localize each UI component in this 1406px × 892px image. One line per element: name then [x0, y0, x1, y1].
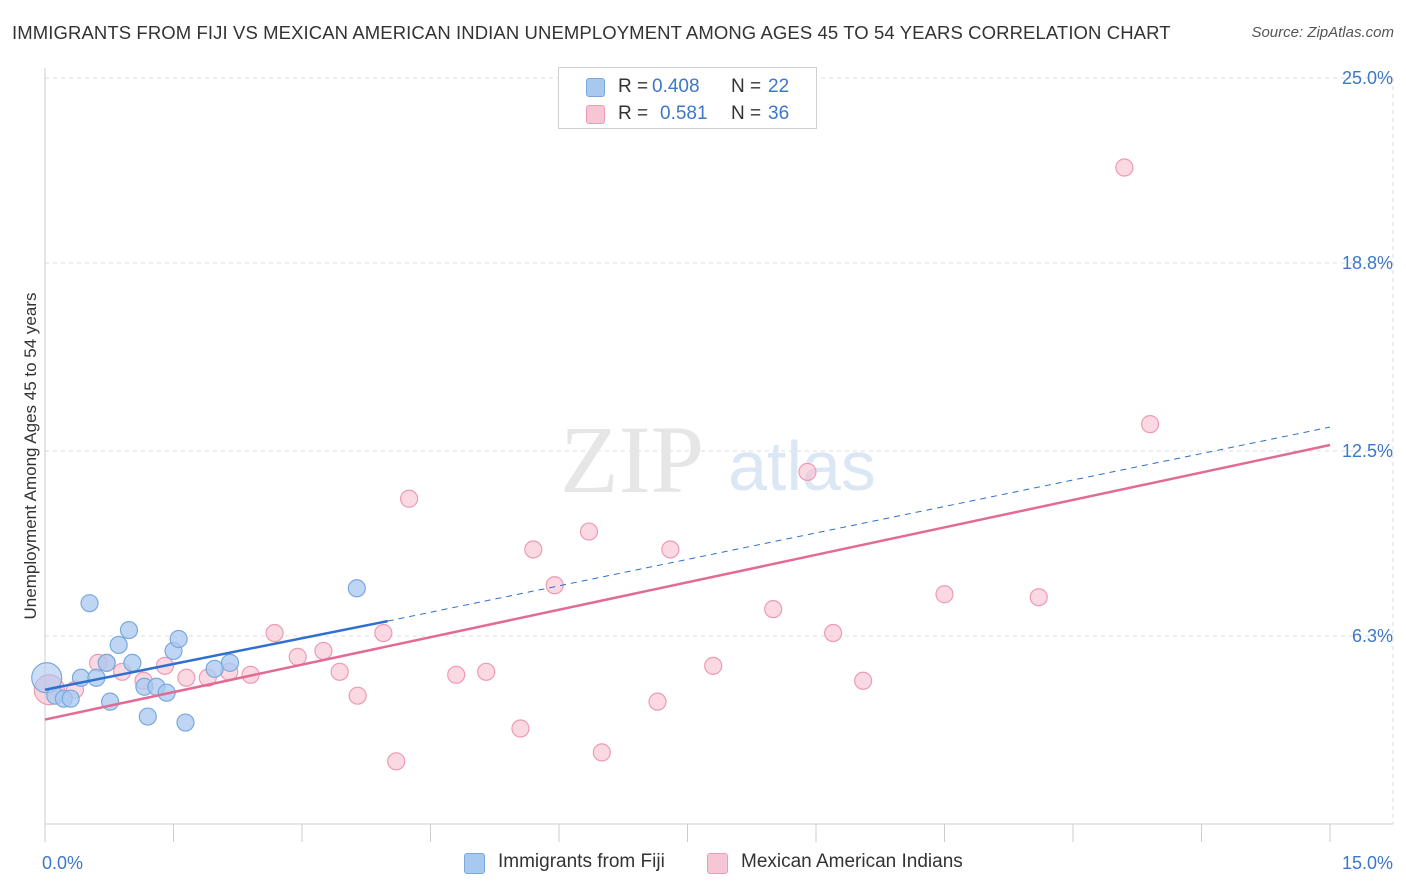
legend-n-value: 22 — [768, 76, 790, 97]
y-axis-title: Unemployment Among Ages 45 to 54 years — [21, 293, 40, 620]
point-fiji — [169, 629, 188, 649]
point-fiji — [138, 707, 157, 726]
legend-label-mexican-american-indians: Mexican American Indians — [741, 851, 963, 872]
point-mexican-american-indians — [764, 600, 783, 619]
point-fiji — [119, 620, 139, 640]
legend-label-fiji: Immigrants from Fiji — [498, 851, 665, 872]
point-mexican-american-indians — [265, 623, 284, 643]
point-fiji — [220, 653, 240, 672]
legend-r-label: R = — [618, 76, 649, 97]
watermark: ZIP atlas — [560, 406, 876, 513]
point-mexican-american-indians — [288, 647, 307, 666]
x-tick-label-max: 15.0% — [1342, 853, 1393, 873]
point-fiji — [97, 653, 116, 672]
point-fiji — [80, 594, 99, 613]
point-mexican-american-indians — [177, 668, 196, 687]
trendline-fiji — [44, 619, 388, 691]
point-mexican-american-indians — [798, 462, 817, 481]
point-mexican-american-indians — [477, 662, 496, 681]
y-tick-label: 6.3% — [1352, 626, 1393, 646]
watermark-zip: ZIP — [560, 406, 704, 513]
y-tick-label: 18.8% — [1342, 253, 1393, 273]
legend-swatch-mexican-american-indians — [707, 853, 728, 874]
point-mexican-american-indians — [1140, 415, 1160, 434]
series-legend: Immigrants from Fiji Mexican American In… — [0, 851, 1406, 877]
point-mexican-american-indians — [524, 540, 543, 559]
point-mexican-american-indians — [1115, 158, 1134, 177]
point-mexican-american-indians — [579, 522, 599, 541]
point-mexican-american-indians — [592, 743, 611, 762]
point-mexican-american-indians — [648, 692, 667, 711]
legend-n-label: N = — [731, 76, 762, 97]
point-mexican-american-indians — [330, 662, 349, 681]
y-tick-label: 25.0% — [1342, 68, 1393, 88]
legend-swatch-mexican-american-indians — [586, 105, 605, 124]
axes — [44, 68, 1393, 842]
point-mexican-american-indians — [854, 671, 873, 690]
point-fiji — [61, 689, 80, 708]
legend-n-label: N = — [731, 103, 762, 124]
legend-swatch-fiji — [464, 853, 485, 874]
point-mexican-american-indians — [447, 665, 466, 684]
y-tick-label: 12.5% — [1342, 441, 1393, 461]
point-mexican-american-indians — [704, 656, 723, 675]
trend-lines — [44, 426, 1331, 721]
point-mexican-american-indians — [314, 641, 333, 661]
point-mexican-american-indians — [387, 752, 406, 771]
legend-n-value: 36 — [768, 103, 790, 124]
point-mexican-american-indians — [1029, 588, 1048, 607]
y-tick-labels: 6.3% 12.5% 18.8% 25.0% — [1342, 68, 1393, 646]
legend-r-label: R = — [618, 103, 649, 124]
point-fiji — [205, 659, 224, 678]
data-points — [31, 158, 1160, 771]
point-mexican-american-indians — [348, 686, 367, 705]
grid-lines — [45, 77, 1394, 824]
legend-r-value: 0.408 — [652, 76, 700, 97]
legend-swatch-fiji — [586, 78, 605, 97]
legend-r-value: 0.581 — [660, 103, 708, 124]
correlation-legend: R = 0.408 N = 22 R = 0.581 N = 36 — [558, 67, 817, 129]
point-fiji — [109, 635, 128, 655]
point-mexican-american-indians — [511, 719, 530, 738]
point-fiji — [347, 579, 366, 598]
chart-title: IMMIGRANTS FROM FIJI VS MEXICAN AMERICAN… — [12, 22, 1171, 43]
x-tick-label-min: 0.0% — [42, 853, 83, 873]
source-credit: Source: ZipAtlas.com — [1251, 24, 1394, 41]
point-mexican-american-indians — [399, 489, 419, 508]
point-mexican-american-indians — [935, 585, 954, 604]
point-mexican-american-indians — [661, 540, 680, 559]
trendline-mexican-american-indians — [44, 443, 1331, 721]
point-mexican-american-indians — [824, 623, 843, 643]
point-mexican-american-indians — [374, 623, 393, 643]
point-fiji — [176, 713, 195, 732]
point-fiji — [123, 653, 142, 672]
